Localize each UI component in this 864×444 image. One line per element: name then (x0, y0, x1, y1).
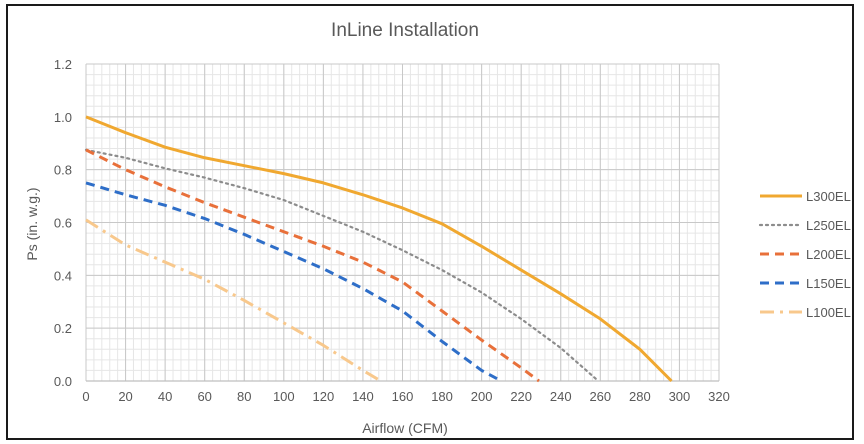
series-line-l100el (85, 218, 382, 383)
x-tick-label: 120 (313, 389, 335, 404)
series-line-l150el (85, 181, 503, 383)
major-gridlines (85, 63, 720, 382)
x-tick-label: 100 (273, 389, 295, 404)
x-tick-label: 200 (471, 389, 493, 404)
x-tick-label: 280 (629, 389, 651, 404)
legend-label-l250el: L250EL (806, 218, 851, 233)
y-tick-label: 0.0 (54, 374, 72, 389)
x-tick-label: 220 (510, 389, 532, 404)
legend: L300EL L250EL L200EL L150EL L100EL (758, 189, 851, 320)
y-axis-tick-labels: 0.0 0.2 0.4 0.6 0.8 1.0 1.2 (54, 57, 72, 389)
x-tick-label: 140 (352, 389, 374, 404)
x-tick-label: 320 (708, 389, 730, 404)
x-tick-label: 40 (158, 389, 172, 404)
legend-label-l150el: L150EL (806, 276, 851, 291)
airflow-pressure-chart: 0 20 40 60 80 100 120 140 160 180 200 220 240 260 280 3… (24, 20, 851, 436)
y-axis-label: Ps (in. w.g.) (24, 187, 40, 260)
series-line-l200el (85, 148, 540, 383)
legend-label-l200el: L200EL (806, 247, 851, 262)
legend-label-l300el: L300EL (806, 189, 851, 204)
x-tick-label: 60 (197, 389, 211, 404)
x-tick-label: 260 (589, 389, 611, 404)
x-tick-label: 300 (669, 389, 691, 404)
x-tick-label: 160 (392, 389, 414, 404)
x-tick-label: 0 (82, 389, 89, 404)
y-tick-label: 1.0 (54, 110, 72, 125)
x-tick-label: 180 (431, 389, 453, 404)
y-tick-label: 0.2 (54, 321, 72, 336)
series-line-l300el (85, 115, 673, 383)
series-lines (84, 115, 673, 383)
x-tick-label: 80 (237, 389, 251, 404)
x-tick-label: 240 (550, 389, 572, 404)
series-line-l250el (84, 148, 600, 383)
y-tick-label: 1.2 (54, 57, 72, 72)
legend-label-l100el: L100EL (806, 305, 851, 320)
y-tick-label: 0.4 (54, 268, 72, 283)
chart-frame: 0 20 40 60 80 100 120 140 160 180 200 220 240 260 280 3… (6, 4, 854, 440)
x-axis-tick-labels: 0 20 40 60 80 100 120 140 160 180 200 220 240 260 280 3… (82, 389, 729, 404)
y-tick-label: 0.8 (54, 163, 72, 178)
x-axis-label: Airflow (CFM) (362, 420, 448, 436)
chart-title: InLine Installation (331, 20, 479, 41)
x-tick-label: 20 (118, 389, 132, 404)
y-tick-label: 0.6 (54, 216, 72, 231)
